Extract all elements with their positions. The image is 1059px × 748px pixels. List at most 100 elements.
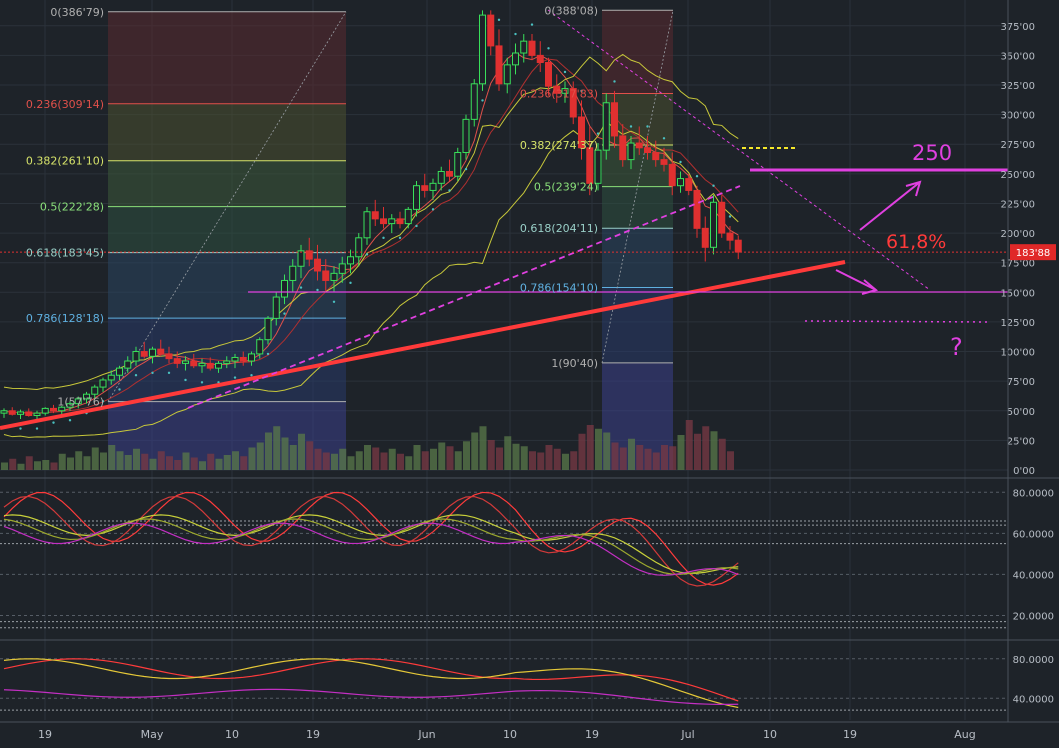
sar-dot [646, 125, 649, 128]
fib-level-label: 0.786(128'18) [26, 312, 104, 325]
candle-body [718, 201, 726, 234]
price-tick-label: 100'00 [1000, 348, 1035, 359]
candle-body [17, 411, 24, 415]
candle [198, 358, 206, 373]
candle [677, 171, 684, 193]
volume-bar [537, 452, 545, 470]
price-tick-label: 0'00 [1013, 466, 1035, 477]
trend-drawings [0, 9, 1008, 430]
price-tick-label: 175'00 [1000, 259, 1035, 270]
candle-body [693, 189, 701, 229]
volume-bar [50, 462, 58, 470]
candle [371, 199, 379, 226]
candle [91, 384, 99, 399]
candle-body [198, 362, 206, 367]
x-tick-label: Jul [680, 728, 694, 741]
sar-dot [68, 419, 72, 422]
sar-dot [151, 371, 154, 375]
volume-bar [240, 456, 248, 470]
candle [74, 396, 82, 409]
sar-dot [547, 47, 550, 50]
candle-body [619, 135, 627, 161]
candle [446, 159, 453, 181]
volume-bar [405, 456, 413, 470]
candle-body [66, 403, 74, 408]
candle [652, 140, 660, 167]
candle-body [132, 351, 140, 362]
candle-body [223, 360, 231, 364]
volume-bar [215, 458, 223, 470]
volume-bar [298, 433, 305, 470]
candle-body [446, 170, 453, 177]
volume-bar [34, 461, 41, 470]
osc1-line [3, 495, 739, 587]
candle [388, 214, 396, 234]
candle [231, 353, 239, 369]
candle [190, 353, 198, 369]
candle-body [685, 178, 693, 191]
osc1-tick-label: 40.0000 [1013, 570, 1054, 581]
candlesticks[interactable] [0, 10, 742, 420]
candle-body [206, 362, 214, 369]
candle-body [107, 374, 115, 381]
sar-dot [448, 189, 451, 192]
osc1-tick-label: 60.0000 [1013, 529, 1054, 540]
candle-body [495, 45, 503, 85]
candle [206, 357, 214, 371]
price-tick-label: 75'00 [1007, 377, 1035, 388]
volume-bar [199, 461, 206, 470]
last-price-badge [1010, 244, 1056, 261]
x-tick-label: 10 [763, 728, 777, 741]
volume-bars [1, 420, 734, 470]
candle-body [0, 410, 8, 414]
sar-dot [613, 80, 616, 83]
candle-body [149, 348, 156, 357]
sar-dot [530, 23, 534, 26]
candle [165, 346, 173, 364]
sar-dot [695, 175, 699, 178]
candle [668, 152, 676, 196]
sar-dot [431, 208, 435, 211]
candle-body [396, 218, 404, 225]
volume-bar [413, 445, 421, 470]
descending-resistance-line [547, 9, 931, 291]
volume-bar [529, 451, 536, 470]
candle-body [520, 40, 528, 54]
volume-bar [487, 440, 495, 470]
volume-bar [454, 451, 462, 470]
volume-bar [322, 452, 330, 470]
candle-body [421, 185, 429, 191]
candle-body [140, 351, 148, 357]
candle-body [281, 279, 288, 298]
candle [734, 235, 742, 260]
candle [281, 274, 288, 305]
candle [0, 408, 8, 418]
arrow-up-head [905, 180, 922, 197]
volume-bar [512, 443, 520, 470]
candle [561, 81, 569, 103]
candle-body [25, 411, 33, 417]
candle [660, 147, 668, 172]
volume-bar [702, 426, 710, 470]
candle-body [215, 362, 222, 369]
fib-zone [602, 228, 673, 288]
fib-level-label: 0(388'08) [544, 4, 598, 17]
x-tick-label: May [141, 728, 164, 741]
candle [503, 57, 511, 94]
osc1-line [3, 522, 739, 576]
candle-body [165, 353, 173, 360]
x-tick-label: 19 [585, 728, 599, 741]
price-tick-label: 350'00 [1000, 51, 1035, 62]
volume-bar [619, 447, 627, 470]
volume-bar [42, 460, 50, 470]
fib-level-label: 0.618(204'11) [520, 222, 598, 235]
candle-body [231, 356, 239, 362]
candle [553, 74, 561, 103]
volume-bar [504, 436, 512, 470]
candle [50, 404, 57, 414]
x-tick-label: 19 [843, 728, 857, 741]
candle [495, 29, 503, 91]
candle [512, 43, 519, 75]
candle [17, 409, 24, 420]
candle-body [668, 163, 676, 187]
